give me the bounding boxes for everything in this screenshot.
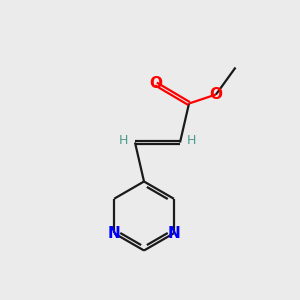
Text: H: H <box>119 134 128 148</box>
Text: N: N <box>167 226 180 241</box>
Text: O: O <box>149 76 163 92</box>
Text: H: H <box>187 134 196 148</box>
Text: O: O <box>209 87 223 102</box>
Text: N: N <box>108 226 121 241</box>
